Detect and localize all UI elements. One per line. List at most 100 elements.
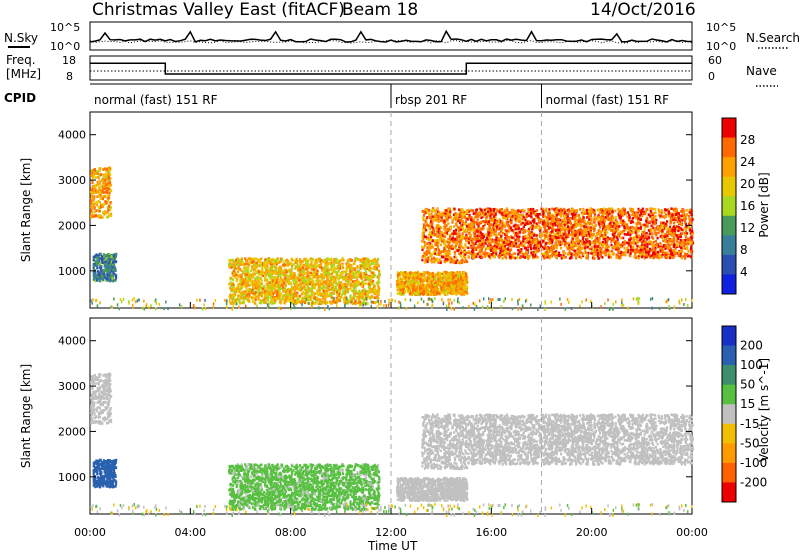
power-echo-cell xyxy=(354,282,356,285)
power-echo-cell xyxy=(373,286,375,289)
power-echo-cell xyxy=(304,276,306,279)
power-echo-cell xyxy=(378,281,380,284)
power-echo-cell xyxy=(108,205,110,208)
power-echo-cell xyxy=(686,214,688,217)
power-echo-cell xyxy=(421,259,423,262)
power-echo-cell xyxy=(245,290,247,293)
power-echo-cell xyxy=(230,282,232,285)
power-echo-cell xyxy=(274,272,276,275)
power-echo-cell xyxy=(94,168,96,171)
power-echo-cell xyxy=(426,246,428,249)
power-echo-cell xyxy=(109,173,111,176)
power-echo-cell xyxy=(113,272,115,275)
power-echo-cell xyxy=(443,214,445,217)
power-echo-cell xyxy=(363,291,365,294)
power-echo-cell xyxy=(294,295,296,298)
power-echo-cell xyxy=(98,169,100,172)
power-echo-cell xyxy=(551,208,553,211)
power-echo-cell xyxy=(99,180,101,183)
power-echo-cell xyxy=(448,256,450,259)
power-echo-cell xyxy=(272,299,274,302)
power-echo-cell xyxy=(430,217,432,220)
power-echo-cell xyxy=(326,257,328,260)
power-echo-cell xyxy=(411,282,413,285)
power-echo-cell xyxy=(428,248,430,251)
power-echo-cell xyxy=(451,238,453,241)
power-echo-cell xyxy=(95,275,97,278)
power-echo-cell xyxy=(336,283,338,286)
power-echo-cell xyxy=(615,216,617,219)
power-echo-cell xyxy=(357,281,359,284)
power-echo-cell xyxy=(297,277,299,280)
power-echo-cell xyxy=(95,254,97,257)
power-echo-cell xyxy=(108,194,110,197)
power-echo-cell xyxy=(319,298,321,301)
power-echo-cell xyxy=(305,291,307,294)
power-echo-cell xyxy=(426,216,428,219)
power-echo-cell xyxy=(303,299,305,302)
power-echo-cell xyxy=(369,277,371,280)
power-echo-cell xyxy=(370,282,372,285)
power-echo-cell xyxy=(313,302,315,305)
power-echo-cell xyxy=(359,296,361,299)
power-echo-cell xyxy=(96,209,98,212)
power-echo-cell xyxy=(411,276,413,279)
power-echo-cell xyxy=(291,265,293,268)
power-echo-cell xyxy=(463,214,465,217)
power-echo-cell xyxy=(565,256,567,259)
power-echo-cell xyxy=(323,301,325,304)
power-echo-cell xyxy=(427,261,429,264)
power-echo-cell xyxy=(113,255,115,258)
power-echo-cell xyxy=(342,259,344,262)
power-echo-cell xyxy=(460,288,462,291)
power-echo-cell xyxy=(274,279,276,282)
power-echo-cell xyxy=(358,270,360,273)
power-echo-cell xyxy=(309,283,311,286)
power-echo-cell xyxy=(378,275,380,278)
power-echo-cell xyxy=(450,276,452,279)
power-echo-cell xyxy=(459,293,461,296)
power-echo-cell xyxy=(264,266,266,269)
power-echo-cell xyxy=(329,280,331,283)
power-echo-cell xyxy=(447,214,449,217)
power-echo-cell xyxy=(241,270,243,273)
power-echo-cell xyxy=(234,294,236,297)
power-echo-cell xyxy=(257,282,259,285)
power-echo-cell xyxy=(429,284,431,287)
power-echo-cell xyxy=(318,286,320,289)
power-echo-cell xyxy=(449,235,451,238)
power-echo-cell xyxy=(434,239,436,242)
power-echo-cell xyxy=(228,263,230,266)
power-echo-cell xyxy=(468,214,470,217)
power-echo-cell xyxy=(294,282,296,285)
power-echo-cell xyxy=(426,279,428,282)
power-echo-cell xyxy=(246,270,248,273)
power-echo-cell xyxy=(458,281,460,284)
power-echo-cell xyxy=(347,288,349,291)
power-echo-cell xyxy=(242,279,244,282)
power-echo-cell xyxy=(238,301,240,304)
power-echo-cell xyxy=(438,253,440,256)
power-echo-cell xyxy=(301,260,303,263)
power-echo-cell xyxy=(400,272,402,275)
power-echo-cell xyxy=(266,265,268,268)
power-echo-cell xyxy=(406,288,408,291)
power-echo-cell xyxy=(455,262,457,265)
power-echo-cell xyxy=(115,274,117,277)
power-echo-cell xyxy=(101,216,103,219)
power-echo-cell xyxy=(444,261,446,264)
power-echo-cell xyxy=(108,197,110,200)
power-echo-cell xyxy=(346,280,348,283)
power-echo-cell xyxy=(365,271,367,274)
power-echo-cell xyxy=(398,287,400,290)
power-echo-cell xyxy=(336,288,338,291)
power-echo-cell xyxy=(443,292,445,295)
power-echo-cell xyxy=(456,238,458,241)
power-echo-cell xyxy=(341,293,343,296)
power-echo-cell xyxy=(238,283,240,286)
power-echo-cell xyxy=(438,249,440,252)
power-echo-cell xyxy=(268,281,270,284)
power-echo-cell xyxy=(326,277,328,280)
power-echo-cell xyxy=(93,255,95,258)
power-echo-cell xyxy=(465,220,467,223)
